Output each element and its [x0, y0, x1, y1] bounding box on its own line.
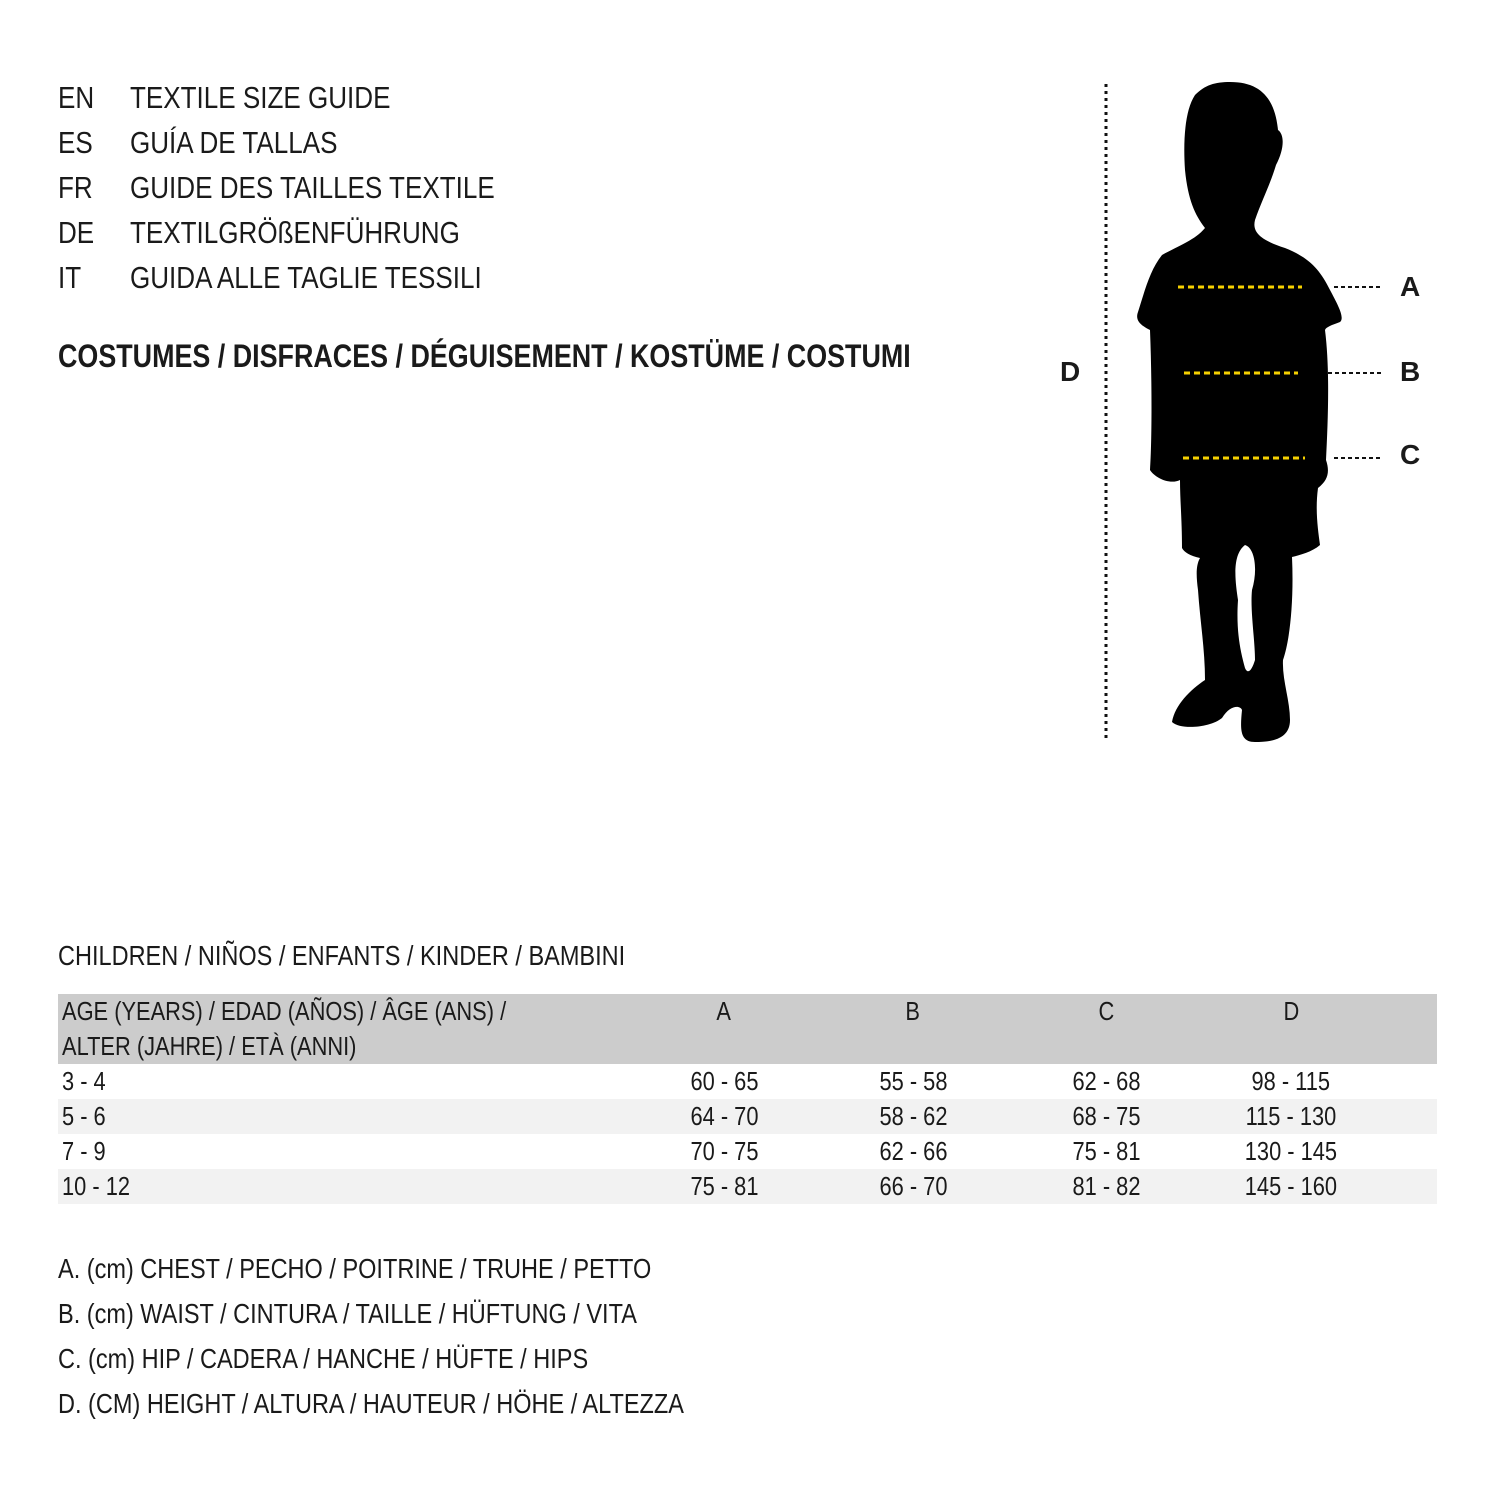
cell-b: 58 - 62	[878, 1101, 947, 1131]
cell-c: 62 - 68	[1071, 1066, 1140, 1096]
table-row: 7 - 9 70 - 75 62 - 66 75 - 81 130 - 145	[58, 1134, 1437, 1169]
cell-a: 75 - 81	[689, 1171, 758, 1201]
cell-d: 98 - 115	[1251, 1066, 1331, 1096]
lang-title: TEXTILGRÖßENFÜHRUNG	[130, 215, 460, 250]
section-title-text: CHILDREN / NIÑOS / ENFANTS / KINDER / BA…	[58, 940, 626, 971]
table-row: 10 - 12 75 - 81 66 - 70 81 - 82 145 - 16…	[58, 1169, 1437, 1204]
legend-item-b: B. (cm) WAIST / CINTURA / TAILLE / HÜFTU…	[58, 1298, 637, 1329]
cell-d: 145 - 160	[1244, 1171, 1338, 1201]
header-age-line1: AGE (YEARS) / EDAD (AÑOS) / ÂGE (ANS) /	[62, 996, 507, 1026]
label-b: B	[1400, 356, 1421, 387]
header-b: B	[905, 996, 921, 1026]
label-d: D	[1060, 356, 1081, 387]
lang-code: DE	[58, 215, 95, 250]
cell-a: 70 - 75	[689, 1136, 758, 1166]
lang-code: FR	[58, 170, 93, 205]
lang-title: GUIDE DES TAILLES TEXTILE	[130, 170, 495, 205]
cell-a: 64 - 70	[689, 1101, 758, 1131]
header-d: D	[1283, 996, 1299, 1026]
lang-code: ES	[58, 125, 93, 160]
legend-item-d: D. (CM) HEIGHT / ALTURA / HAUTEUR / HÖHE…	[58, 1388, 684, 1419]
lang-title: GUÍA DE TALLAS	[130, 125, 338, 160]
child-silhouette	[1137, 82, 1342, 742]
table-header: AGE (YEARS) / EDAD (AÑOS) / ÂGE (ANS) / A…	[58, 994, 1437, 1064]
cell-age: 10 - 12	[62, 1171, 131, 1201]
cell-a: 60 - 65	[689, 1066, 758, 1096]
child-silhouette-diagram	[1104, 82, 1382, 742]
cell-d: 130 - 145	[1244, 1136, 1338, 1166]
header-age: AGE (YEARS) / EDAD (AÑOS) / ÂGE (ANS) / A…	[62, 994, 591, 1064]
lang-code: IT	[58, 260, 82, 295]
header-age-line2: ALTER (JAHRE) / ETÀ (ANNI)	[62, 1031, 357, 1061]
label-c: C	[1400, 439, 1421, 470]
category-text: COSTUMES / DISFRACES / DÉGUISEMENT / KOS…	[58, 338, 911, 374]
table-row: 3 - 4 60 - 65 55 - 58 62 - 68 98 - 115	[58, 1064, 1437, 1099]
cell-c: 68 - 75	[1071, 1101, 1140, 1131]
legend-item-a: A. (cm) CHEST / PECHO / POITRINE / TRUHE…	[58, 1253, 652, 1284]
lang-title: GUIDA ALLE TAGLIE TESSILI	[130, 260, 482, 295]
cell-c: 75 - 81	[1071, 1136, 1140, 1166]
cell-d: 115 - 130	[1245, 1101, 1337, 1131]
label-a: A	[1400, 271, 1421, 302]
leg-gap	[1235, 545, 1256, 672]
cell-age: 3 - 4	[62, 1066, 106, 1096]
header-a: A	[716, 996, 732, 1026]
header-c: C	[1098, 996, 1114, 1026]
section-title: CHILDREN / NIÑOS / ENFANTS / KINDER / BA…	[58, 940, 733, 972]
cell-b: 62 - 66	[878, 1136, 947, 1166]
lang-title: TEXTILE SIZE GUIDE	[130, 80, 391, 115]
cell-age: 7 - 9	[62, 1136, 106, 1166]
legend-item-c: C. (cm) HIP / CADERA / HANCHE / HÜFTE / …	[58, 1343, 589, 1374]
size-table: AGE (YEARS) / EDAD (AÑOS) / ÂGE (ANS) / A…	[58, 994, 1437, 1204]
cell-age: 5 - 6	[62, 1101, 106, 1131]
measurement-legend: A. (cm) CHEST / PECHO / POITRINE / TRUHE…	[58, 1246, 803, 1426]
cell-b: 55 - 58	[878, 1066, 947, 1096]
cell-c: 81 - 82	[1071, 1171, 1140, 1201]
lang-code: EN	[58, 80, 95, 115]
table-row: 5 - 6 64 - 70 58 - 62 68 - 75 115 - 130	[58, 1099, 1437, 1134]
cell-b: 66 - 70	[878, 1171, 947, 1201]
category-heading: COSTUMES / DISFRACES / DÉGUISEMENT / KOS…	[58, 338, 1073, 375]
